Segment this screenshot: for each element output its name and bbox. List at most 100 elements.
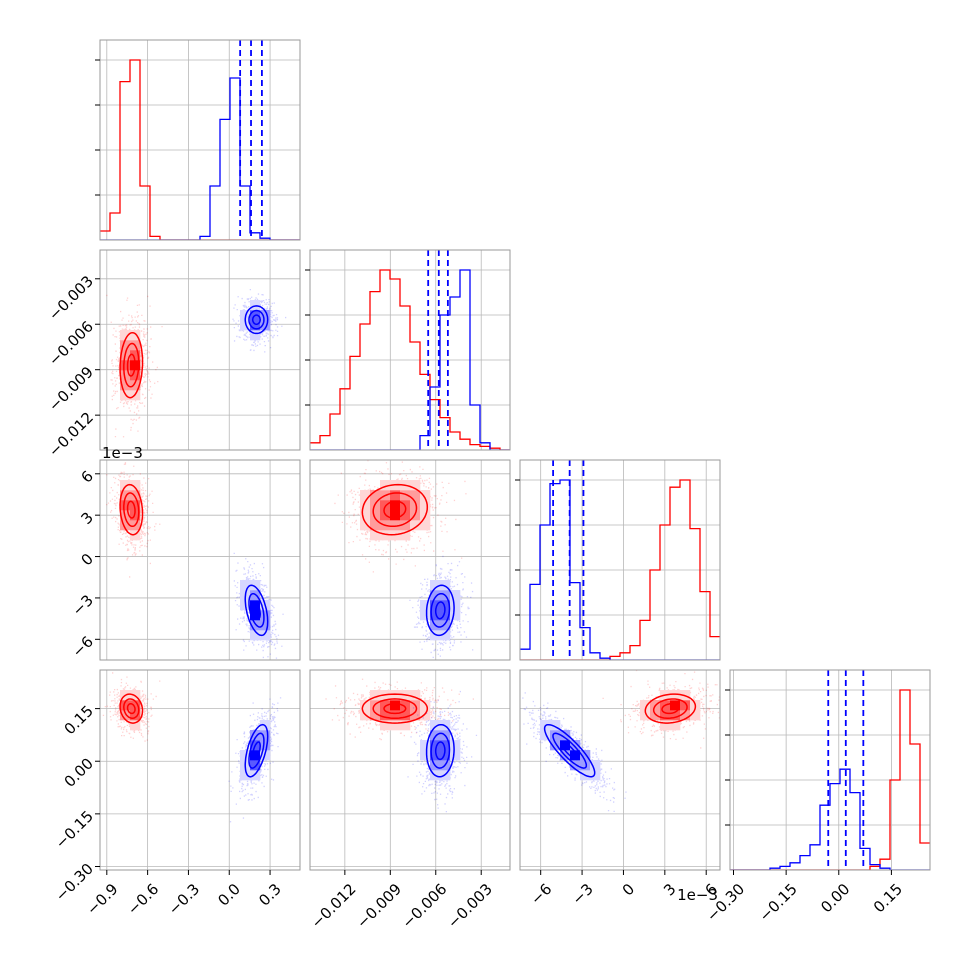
gridlines [730,670,930,870]
density-cell [250,300,261,311]
density-cell [560,740,571,751]
density-cell [590,770,601,781]
y-tick-label: −0.006 [45,318,97,370]
density-cell [240,770,251,781]
density-cell [660,710,671,721]
contour-0-series-0 [126,353,136,377]
density-cell [370,520,381,531]
density-cell [430,600,441,611]
contour-2-series-0 [361,483,429,536]
density-cell [420,740,431,751]
x-offset-text: 1e−3 [677,886,718,904]
density-cell [380,530,391,541]
density-cell [550,740,561,751]
x-tick-label: −0.003 [444,880,496,932]
density-cell [420,710,431,721]
panel-0-0 [95,39,301,241]
density-cell [670,700,681,711]
panel-frame [99,669,301,871]
x-tick-label: −0.15 [756,880,801,925]
density-cell [260,730,271,741]
density-cell [360,500,371,511]
contour-0-series-1 [251,314,261,326]
density-cell [250,330,261,341]
y-offset-text: 1e−3 [102,444,143,462]
density-cell [360,490,371,501]
density-cell [690,710,701,721]
density-cell [650,710,661,721]
panel-2-0 [99,459,301,661]
density-cell [120,490,131,501]
x-tick-label: 0.3 [255,880,285,910]
y-axis-param-1: −0.012−0.009−0.006−0.003 [45,272,100,460]
density-cell [390,500,401,511]
density-cell [430,580,441,591]
x-tick-label: −0.6 [124,880,162,918]
density-cell [680,700,691,711]
contour-1-series-1 [248,732,265,769]
contour-2-series-0 [119,693,144,724]
y-tick-label: 0 [78,550,97,569]
x-axis-param-3: −0.30 −0.15 0.00 0.15 [703,870,906,925]
density-cell [360,510,371,521]
histogram-series-1-param-3 [730,768,930,870]
contour-1-series-0 [123,492,140,528]
histogram-series-0-param-2 [520,479,720,660]
density-cell [120,360,131,371]
density-cell [400,720,411,731]
density-cell [120,380,131,391]
density-cell [430,750,441,761]
density-cell [130,490,141,501]
density-cell [580,760,591,771]
x-axis-param-2: −6 −3 0 3 61e−3 [527,870,721,908]
density-cell [370,490,381,501]
density-cell [250,770,261,781]
x-axis-param-0: −0.9 −0.6 −0.3 0.0 0.3 [83,870,285,919]
density-cell [420,520,431,531]
y-axis-param-3: −0.30−0.150.000.15 [52,702,100,905]
x-tick-label: 0 [619,880,638,899]
panel-frame [309,459,511,661]
y-tick-label: 0.15 [61,702,97,738]
density-cell [370,710,381,721]
density-cell [410,480,421,491]
density-cell [260,630,271,641]
contour-2-series-1 [244,723,269,778]
density-cell [130,380,141,391]
density-cell [120,520,131,531]
x-tick-label: −3 [568,880,596,908]
contour-1-series-0 [372,698,418,719]
y-tick-label: −0.003 [45,272,97,324]
contour-2-series-1 [244,305,269,335]
density-cell [250,620,261,631]
density-cell [430,730,441,741]
density-cell [450,750,461,761]
density-cell [400,520,411,531]
density-cell [450,610,461,621]
density-cell [590,760,601,771]
density-cell [440,750,451,761]
density-cell [360,520,371,531]
contour-2-series-1 [425,584,455,637]
density-cell [250,320,261,331]
density-cell [130,700,141,711]
density-cell [250,600,261,611]
density-cell [240,580,251,591]
panel-frame [99,249,301,451]
x-tick-label: 0.00 [817,880,853,916]
density-cell [440,610,451,621]
density-cell [390,490,401,501]
density-cell [680,710,691,721]
x-axis-param-1: −0.012−0.009−0.006−0.003 [308,870,496,932]
density-2-0 [106,462,284,659]
density-cell [240,750,251,761]
x-tick-label: −0.3 [165,880,203,918]
y-tick-label: −0.012 [45,408,97,460]
density-cell [450,590,461,601]
density-cell [120,480,131,491]
y-tick-label: −3 [69,591,97,619]
histogram-series-0-param-1 [310,269,510,450]
density-cell [250,630,261,641]
contour-2-series-1 [244,584,269,637]
